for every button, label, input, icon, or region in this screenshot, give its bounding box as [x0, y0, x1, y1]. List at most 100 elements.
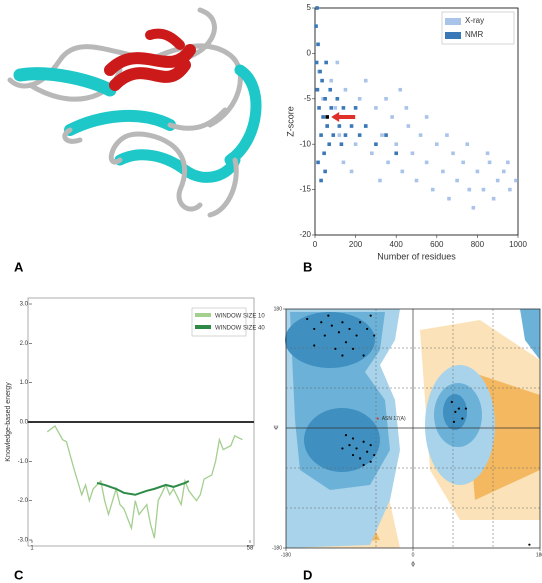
panel-label: D — [303, 567, 312, 582]
x-tick-label: 200 — [349, 240, 363, 249]
point — [331, 133, 336, 137]
point — [341, 447, 344, 450]
y-tick-label: -20 — [299, 230, 311, 239]
point — [441, 169, 445, 174]
point — [316, 160, 320, 165]
point — [506, 160, 510, 165]
point — [380, 133, 384, 137]
x-tick-label: 400 — [390, 240, 404, 249]
legend-label: WINDOW SIZE 40 — [215, 326, 265, 332]
point — [370, 151, 374, 156]
point — [455, 178, 459, 183]
y-tick-label: -3.0 — [18, 538, 29, 544]
point — [328, 87, 333, 92]
y-tick-label: -1.0 — [18, 459, 29, 465]
point — [362, 440, 365, 443]
point — [366, 327, 369, 331]
point — [373, 334, 376, 337]
point — [378, 178, 382, 183]
point — [450, 400, 453, 404]
point — [349, 124, 354, 128]
y-tick-label: -10 — [299, 139, 311, 148]
y-tick-label: 0.0 — [20, 420, 29, 426]
point — [348, 327, 351, 331]
point — [306, 317, 309, 321]
point — [454, 410, 457, 414]
point — [341, 160, 346, 165]
x-tick-label: 600 — [430, 240, 444, 249]
point — [404, 106, 409, 110]
point — [430, 187, 435, 192]
y-tick-label: 1.0 — [20, 380, 29, 386]
point — [376, 417, 379, 420]
point — [313, 327, 316, 331]
panel-label: B — [303, 259, 312, 274]
point — [335, 60, 340, 65]
point — [317, 106, 321, 110]
x-tick-label: 800 — [471, 240, 485, 249]
point — [337, 124, 342, 128]
point — [353, 106, 358, 110]
point — [335, 97, 340, 101]
point — [467, 187, 472, 192]
point — [325, 115, 329, 119]
point — [464, 407, 468, 410]
point — [366, 450, 369, 453]
point — [320, 78, 324, 83]
legend-swatch — [195, 325, 211, 329]
point — [414, 178, 419, 183]
point — [362, 354, 365, 357]
annotation: ASN 17(A) — [382, 416, 406, 422]
point — [351, 347, 355, 350]
point — [327, 314, 330, 317]
point — [358, 321, 362, 324]
y-tick-label: 2.0 — [20, 341, 29, 347]
y-tick-label: -180 — [272, 545, 282, 551]
y-tick-label: -5 — [304, 94, 312, 103]
point — [329, 78, 334, 83]
point — [330, 324, 333, 327]
point — [418, 133, 423, 137]
point — [369, 460, 372, 463]
point — [325, 124, 329, 128]
y-tick-label: -2.0 — [18, 498, 29, 504]
point — [491, 196, 496, 201]
point — [362, 463, 365, 467]
point — [369, 314, 372, 317]
point — [321, 97, 325, 101]
point — [508, 187, 512, 192]
point — [424, 115, 429, 119]
point — [495, 178, 500, 183]
x-tick-label: 1000 — [509, 240, 527, 249]
y-axis-label: Z-score — [285, 106, 295, 137]
y-axis-label: Knowledge-based energy — [5, 382, 12, 462]
point — [465, 142, 470, 146]
point — [341, 106, 346, 110]
y-tick-label: 0 — [307, 49, 312, 58]
point — [447, 196, 451, 201]
y-tick-label: 5 — [307, 3, 312, 12]
point — [327, 142, 332, 146]
point — [357, 133, 362, 137]
point — [461, 160, 465, 165]
x-tick-label: -180 — [281, 552, 291, 558]
point — [394, 151, 398, 156]
point — [452, 420, 456, 423]
y-tick-label: 180 — [274, 306, 283, 312]
point — [316, 42, 320, 47]
point — [406, 124, 411, 128]
line — [46, 424, 243, 539]
point — [369, 443, 372, 447]
point — [323, 334, 326, 337]
point — [322, 151, 326, 156]
point — [329, 106, 334, 110]
x-axis-label: Number of residues — [377, 251, 456, 261]
point — [457, 407, 460, 410]
x-axis-label: ϕ — [411, 562, 415, 568]
point — [349, 169, 354, 174]
axes-frame — [314, 7, 519, 236]
point — [363, 124, 368, 128]
point — [344, 434, 348, 437]
point — [501, 169, 506, 174]
